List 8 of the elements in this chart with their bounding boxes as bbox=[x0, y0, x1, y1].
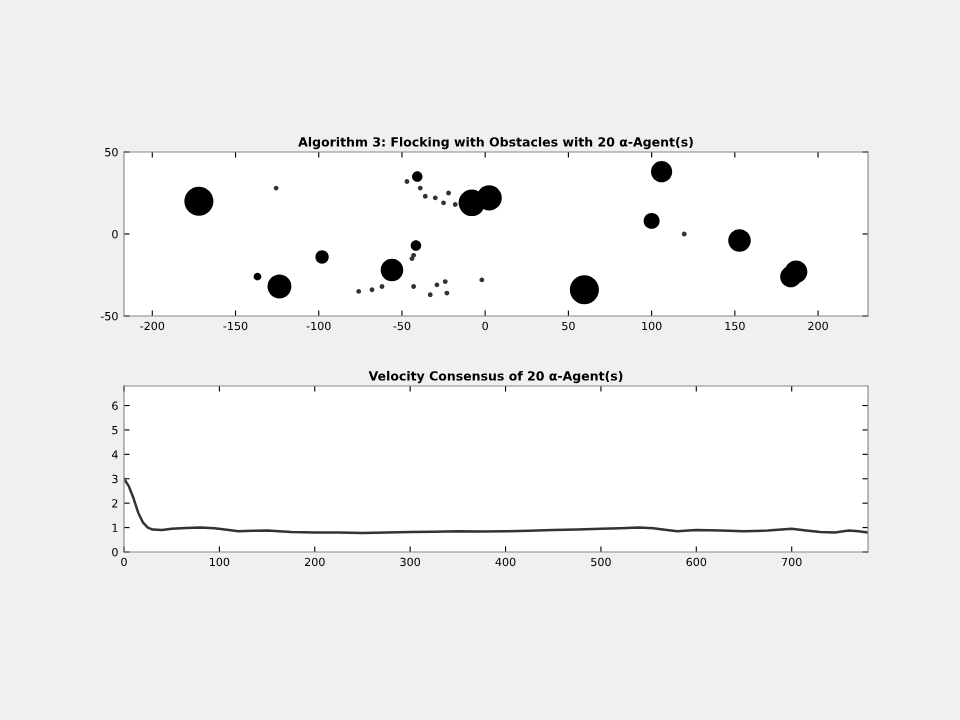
point bbox=[369, 287, 375, 293]
point bbox=[356, 288, 362, 294]
point bbox=[417, 185, 423, 191]
point bbox=[432, 195, 438, 201]
point bbox=[681, 231, 687, 237]
line-series bbox=[124, 477, 868, 535]
point bbox=[422, 193, 428, 199]
point bbox=[427, 292, 433, 298]
